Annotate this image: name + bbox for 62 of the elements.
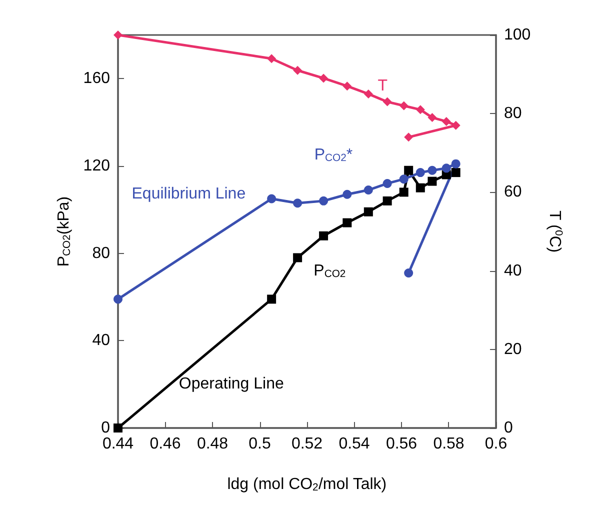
point bbox=[114, 294, 122, 304]
x-tick-label: 0.52 bbox=[291, 436, 323, 452]
point bbox=[342, 82, 352, 91]
point bbox=[451, 120, 460, 130]
point bbox=[267, 54, 276, 64]
annotation: Equilibrium Line bbox=[132, 186, 246, 203]
annotation: Operating Line bbox=[178, 375, 284, 392]
y2-tick-label: 60 bbox=[504, 184, 522, 201]
y-tick-label: 0 bbox=[101, 420, 110, 436]
point bbox=[364, 207, 373, 216]
y2-tick-label: 0 bbox=[504, 420, 513, 436]
point bbox=[114, 30, 122, 40]
y-tick-label: 80 bbox=[92, 244, 110, 262]
point bbox=[342, 218, 352, 228]
point bbox=[404, 166, 414, 175]
point bbox=[293, 198, 302, 208]
point bbox=[404, 132, 414, 142]
point bbox=[451, 168, 460, 178]
point bbox=[382, 97, 392, 106]
y2-axis-title: T (0C) bbox=[546, 210, 564, 253]
x-tick-label: 0.5 bbox=[248, 436, 271, 452]
y-tick-label: 40 bbox=[92, 332, 110, 350]
point bbox=[293, 66, 302, 75]
point bbox=[399, 101, 408, 110]
point bbox=[267, 194, 276, 204]
point bbox=[451, 159, 460, 168]
point bbox=[416, 183, 425, 192]
point bbox=[342, 190, 352, 199]
y-tick-label: 160 bbox=[83, 70, 110, 88]
y2-tick-label: 80 bbox=[504, 105, 522, 122]
x-tick-label: 0.58 bbox=[433, 436, 464, 452]
y2-tick-label: 20 bbox=[504, 340, 522, 358]
point bbox=[364, 89, 373, 98]
point bbox=[293, 253, 302, 262]
point bbox=[382, 196, 392, 206]
x-tick-label: 0.48 bbox=[196, 436, 228, 452]
y2-tick-label: 100 bbox=[504, 26, 531, 44]
point bbox=[428, 166, 437, 175]
x-tick-label: 0.54 bbox=[338, 436, 370, 452]
x-tick-label: 0.46 bbox=[150, 436, 181, 452]
point bbox=[267, 294, 276, 304]
point bbox=[416, 168, 425, 178]
x-tick-label: 0.6 bbox=[484, 436, 508, 452]
point bbox=[364, 186, 373, 195]
point bbox=[319, 74, 328, 83]
point bbox=[442, 164, 451, 173]
point bbox=[442, 116, 451, 126]
y-axis-title: PCO2(kPa) bbox=[55, 196, 73, 267]
y2-tick-label: 40 bbox=[504, 262, 522, 280]
point bbox=[428, 176, 437, 186]
point bbox=[319, 231, 328, 240]
point bbox=[382, 178, 392, 188]
series-label: T bbox=[378, 78, 388, 95]
point bbox=[416, 105, 425, 114]
point bbox=[399, 174, 408, 184]
point bbox=[319, 196, 328, 206]
x-tick-label: 0.56 bbox=[386, 436, 418, 452]
point bbox=[404, 268, 414, 278]
y-tick-label: 120 bbox=[83, 158, 110, 174]
point bbox=[428, 113, 437, 122]
point bbox=[399, 188, 408, 197]
x-tick-label: 0.44 bbox=[102, 436, 134, 452]
